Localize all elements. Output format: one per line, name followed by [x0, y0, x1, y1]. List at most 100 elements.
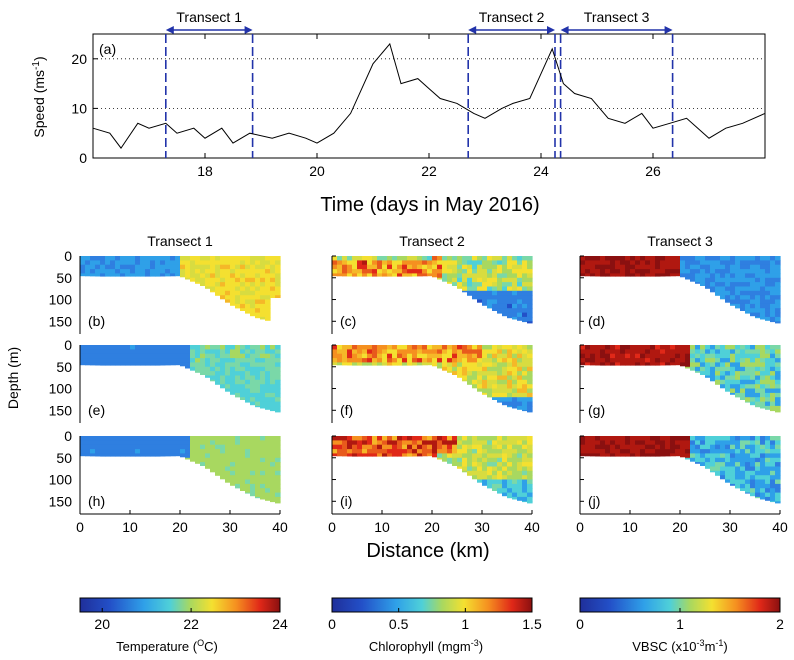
section-cell: [765, 269, 771, 275]
section-cell: [735, 295, 741, 301]
section-cell: [522, 260, 528, 266]
section-cell: [180, 449, 186, 455]
section-cell: [250, 440, 256, 446]
section-cell: [770, 444, 776, 450]
section-cell: [635, 256, 641, 261]
section-cell: [502, 475, 508, 481]
section-cell: [720, 453, 726, 459]
section-cell: [750, 269, 756, 275]
section-cell: [730, 345, 736, 350]
section-cell: [80, 453, 86, 457]
section-cell: [95, 353, 101, 359]
section-cell: [665, 436, 671, 441]
section-cell: [527, 453, 533, 459]
section-cell: [715, 444, 721, 450]
section-cell: [487, 440, 493, 446]
section-cell: [120, 269, 126, 275]
section-cell: [760, 470, 766, 476]
section-cell: [512, 316, 518, 320]
section-cell: [110, 269, 116, 275]
section-cell: [492, 388, 498, 394]
section-cell: [487, 345, 493, 350]
section-cell: [625, 273, 631, 277]
section-cell: [270, 379, 276, 385]
section-cell: [205, 273, 211, 279]
section-cell: [195, 453, 201, 459]
section-cell: [492, 436, 498, 441]
section-cell: [615, 449, 621, 455]
section-cell: [240, 462, 246, 468]
section-cell: [527, 457, 533, 463]
section-cell: [740, 392, 746, 398]
section-cell: [497, 260, 503, 266]
section-cell: [387, 260, 393, 266]
section-cell: [195, 269, 201, 275]
section-cell: [260, 290, 266, 296]
section-cell: [270, 282, 276, 288]
section-cell: [765, 353, 771, 359]
section-cell: [422, 269, 428, 275]
section-cell: [185, 457, 191, 460]
section-cell: [115, 444, 121, 450]
section-cell: [195, 282, 201, 284]
section-cell: [700, 277, 706, 283]
section-cell: [260, 312, 266, 318]
section-cell: [735, 449, 741, 455]
section-cell: [680, 269, 686, 275]
section-cell: [260, 466, 266, 472]
section-cell: [502, 312, 508, 317]
section-cell: [372, 440, 378, 446]
section-cell: [275, 479, 281, 485]
section-cell: [497, 488, 503, 494]
section-cell: [447, 457, 453, 463]
section-cell: [605, 440, 611, 446]
section-cell: [775, 462, 781, 468]
section-cell: [452, 260, 458, 266]
section-cell: [770, 264, 776, 270]
section-cell: [215, 273, 221, 279]
section-cell: [180, 264, 186, 270]
section-cell: [230, 345, 236, 350]
section-cell: [690, 358, 696, 364]
section-cell: [467, 353, 473, 359]
section-cell: [735, 353, 741, 359]
section-cell: [695, 444, 701, 450]
section-cell: [590, 345, 596, 350]
section-cell: [240, 264, 246, 270]
section-cell: [472, 470, 478, 476]
section-cell: [220, 358, 226, 364]
section-cell: [670, 349, 676, 355]
section-cell: [755, 375, 761, 381]
section-cell: [105, 358, 111, 364]
section-cell: [507, 273, 513, 279]
section-cell: [740, 264, 746, 270]
section-cell: [387, 345, 393, 350]
section-cell: [512, 483, 518, 489]
section-cell: [270, 440, 276, 446]
section-cell: [765, 371, 771, 377]
section-cell: [100, 260, 106, 266]
section-cell: [695, 282, 701, 284]
section-cell: [80, 444, 86, 450]
section-cell: [210, 260, 216, 266]
section-cell: [467, 282, 473, 288]
section-cell: [715, 449, 721, 455]
section-cell: [527, 379, 533, 385]
section-cell: [240, 457, 246, 463]
section-cell: [275, 366, 281, 372]
section-cell: [770, 496, 776, 502]
section-cell: [250, 264, 256, 270]
section-cell: [482, 470, 488, 476]
section-cell: [175, 436, 181, 441]
section-cell: [745, 388, 751, 394]
section-cell: [477, 384, 483, 390]
section-cell: [372, 349, 378, 355]
section-cell: [342, 273, 348, 277]
section-cell: [512, 256, 518, 261]
section-cell: [175, 349, 181, 355]
section-cell: [680, 273, 686, 278]
section-cell: [775, 277, 781, 283]
section-cell: [690, 453, 696, 459]
section-cell: [730, 264, 736, 270]
section-cell: [110, 260, 116, 266]
